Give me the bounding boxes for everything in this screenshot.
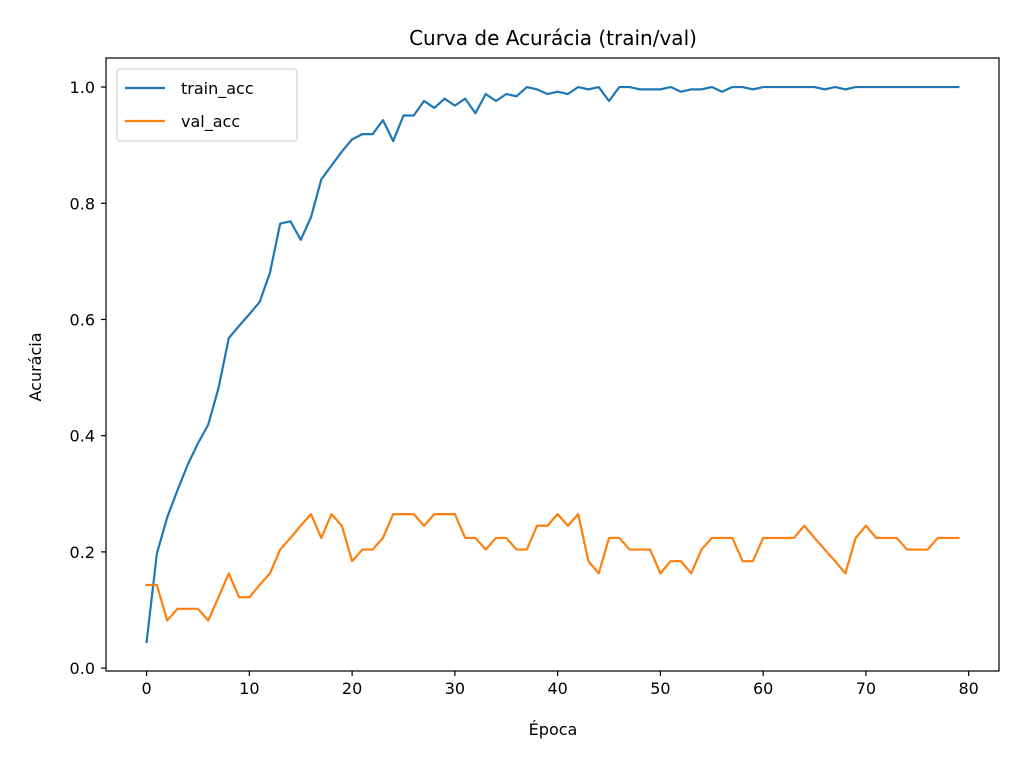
plot-frame xyxy=(105,57,1000,672)
x-tick-label: 30 xyxy=(445,679,465,698)
y-tick-label: 0.6 xyxy=(70,310,95,329)
x-tick-label: 80 xyxy=(959,679,979,698)
x-axis-label: Época xyxy=(529,720,578,739)
x-tick-label: 40 xyxy=(547,679,567,698)
x-tick-label: 10 xyxy=(239,679,259,698)
y-tick-label: 0.2 xyxy=(70,543,95,562)
ticks-layer: 0 10 20 30 40 50 60 70 80 0.0 0.2 0.4 0.6 0.8 1.0 xyxy=(70,78,979,698)
x-tick-label: 20 xyxy=(342,679,362,698)
chart-title: Curva de Acurácia (train/val) xyxy=(409,26,697,50)
x-tick-label: 0 xyxy=(141,679,151,698)
series-layer xyxy=(145,85,960,644)
x-tick-label: 60 xyxy=(753,679,773,698)
legend: train_acc val_acc xyxy=(116,68,298,142)
y-tick-label: 1.0 xyxy=(70,78,95,97)
x-tick-label: 50 xyxy=(650,679,670,698)
y-axis-label: Acurácia xyxy=(26,332,45,401)
series-line-train_acc xyxy=(145,85,960,644)
legend-label-val_acc: val_acc xyxy=(181,112,240,132)
y-tick-label: 0.4 xyxy=(70,427,95,446)
y-tick-label: 0.0 xyxy=(70,659,95,678)
x-tick-label: 70 xyxy=(856,679,876,698)
series-line-val_acc xyxy=(145,513,960,622)
legend-label-train_acc: train_acc xyxy=(181,79,254,99)
y-tick-label: 0.8 xyxy=(70,194,95,213)
